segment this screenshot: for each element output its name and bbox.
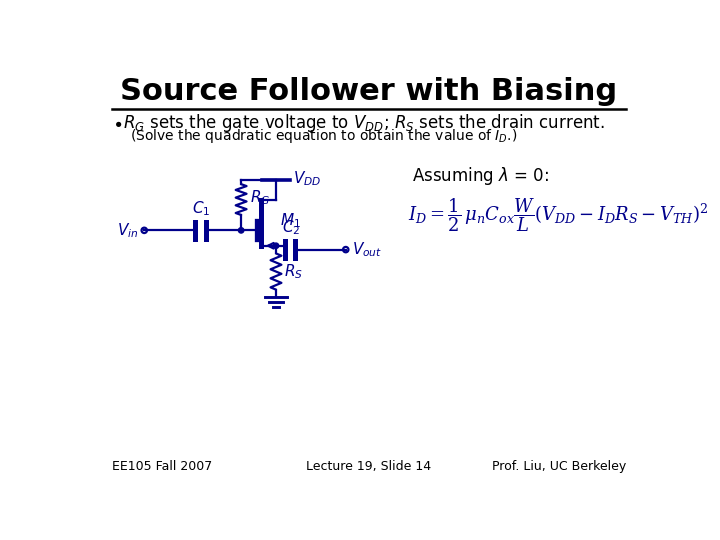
- Text: Source Follower with Biasing: Source Follower with Biasing: [120, 77, 618, 106]
- Circle shape: [238, 228, 244, 233]
- Text: $\bullet$: $\bullet$: [112, 113, 122, 132]
- Text: $V_{DD}$: $V_{DD}$: [293, 170, 321, 188]
- Text: Assuming $\lambda$ = 0:: Assuming $\lambda$ = 0:: [412, 165, 549, 187]
- Text: $V_{out}$: $V_{out}$: [352, 240, 382, 259]
- Text: $R_G$ sets the gate voltage to $V_{DD}$; $R_S$ sets the drain current.: $R_G$ sets the gate voltage to $V_{DD}$;…: [122, 112, 605, 133]
- Text: $I_D = \dfrac{1}{2}\,\mu_n C_{ox}\dfrac{W}{L}(V_{DD} - I_D R_S - V_{TH})^2$: $I_D = \dfrac{1}{2}\,\mu_n C_{ox}\dfrac{…: [408, 196, 708, 234]
- Text: Prof. Liu, UC Berkeley: Prof. Liu, UC Berkeley: [492, 460, 626, 473]
- Text: $M_1$: $M_1$: [280, 212, 301, 231]
- Text: $C_2$: $C_2$: [282, 219, 301, 237]
- Text: $R_G$: $R_G$: [250, 188, 270, 207]
- Text: $C_1$: $C_1$: [192, 199, 210, 218]
- Text: $V_{in}$: $V_{in}$: [117, 221, 138, 240]
- Text: $R_S$: $R_S$: [284, 262, 302, 281]
- Text: (Solve the quadratic equation to obtain the value of $I_D$.): (Solve the quadratic equation to obtain …: [130, 127, 518, 145]
- Text: Lecture 19, Slide 14: Lecture 19, Slide 14: [307, 460, 431, 473]
- Circle shape: [274, 243, 279, 248]
- Text: EE105 Fall 2007: EE105 Fall 2007: [112, 460, 212, 473]
